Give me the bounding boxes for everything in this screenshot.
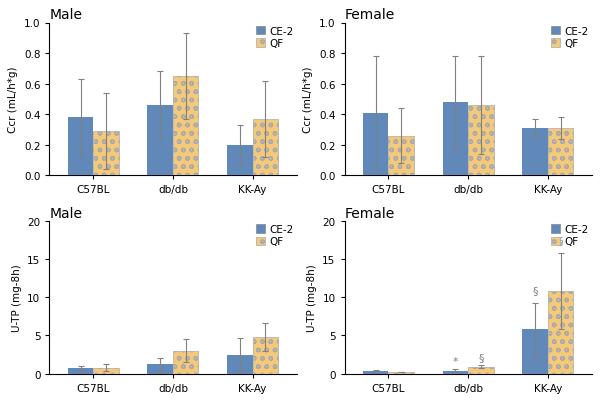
Bar bbox=[363, 371, 388, 374]
Text: §: § bbox=[558, 236, 563, 245]
Bar bbox=[227, 354, 253, 374]
Text: *: * bbox=[452, 356, 458, 367]
Bar bbox=[523, 330, 548, 374]
Bar bbox=[523, 129, 548, 176]
Y-axis label: U-TP (mg-8h): U-TP (mg-8h) bbox=[11, 263, 22, 331]
Legend: CE-2, QF: CE-2, QF bbox=[548, 24, 590, 51]
Y-axis label: Ccr (mL/h*g): Ccr (mL/h*g) bbox=[8, 67, 19, 133]
Bar bbox=[148, 365, 173, 374]
Bar bbox=[443, 103, 468, 176]
Y-axis label: U-TP (mg-8h): U-TP (mg-8h) bbox=[307, 263, 317, 331]
Bar bbox=[548, 129, 574, 176]
Bar bbox=[173, 77, 199, 176]
Bar bbox=[93, 132, 119, 176]
Legend: CE-2, QF: CE-2, QF bbox=[548, 222, 590, 249]
Bar bbox=[548, 292, 574, 374]
Text: Female: Female bbox=[344, 8, 395, 22]
Bar bbox=[148, 106, 173, 176]
Bar bbox=[388, 372, 414, 374]
Bar bbox=[173, 351, 199, 374]
Text: §: § bbox=[532, 285, 538, 295]
Bar bbox=[227, 146, 253, 176]
Bar bbox=[253, 119, 278, 176]
Y-axis label: Ccr (mL/h*g): Ccr (mL/h*g) bbox=[304, 67, 313, 133]
Legend: CE-2, QF: CE-2, QF bbox=[254, 222, 295, 249]
Legend: CE-2, QF: CE-2, QF bbox=[254, 24, 295, 51]
Bar bbox=[443, 371, 468, 374]
Bar bbox=[388, 136, 414, 176]
Text: Female: Female bbox=[344, 206, 395, 220]
Bar bbox=[363, 113, 388, 176]
Text: §: § bbox=[478, 352, 484, 362]
Bar bbox=[468, 367, 494, 374]
Bar bbox=[253, 337, 278, 374]
Text: Male: Male bbox=[49, 206, 82, 220]
Bar bbox=[68, 369, 93, 374]
Text: Male: Male bbox=[49, 8, 82, 22]
Bar bbox=[468, 106, 494, 176]
Bar bbox=[68, 118, 93, 176]
Bar bbox=[93, 368, 119, 374]
